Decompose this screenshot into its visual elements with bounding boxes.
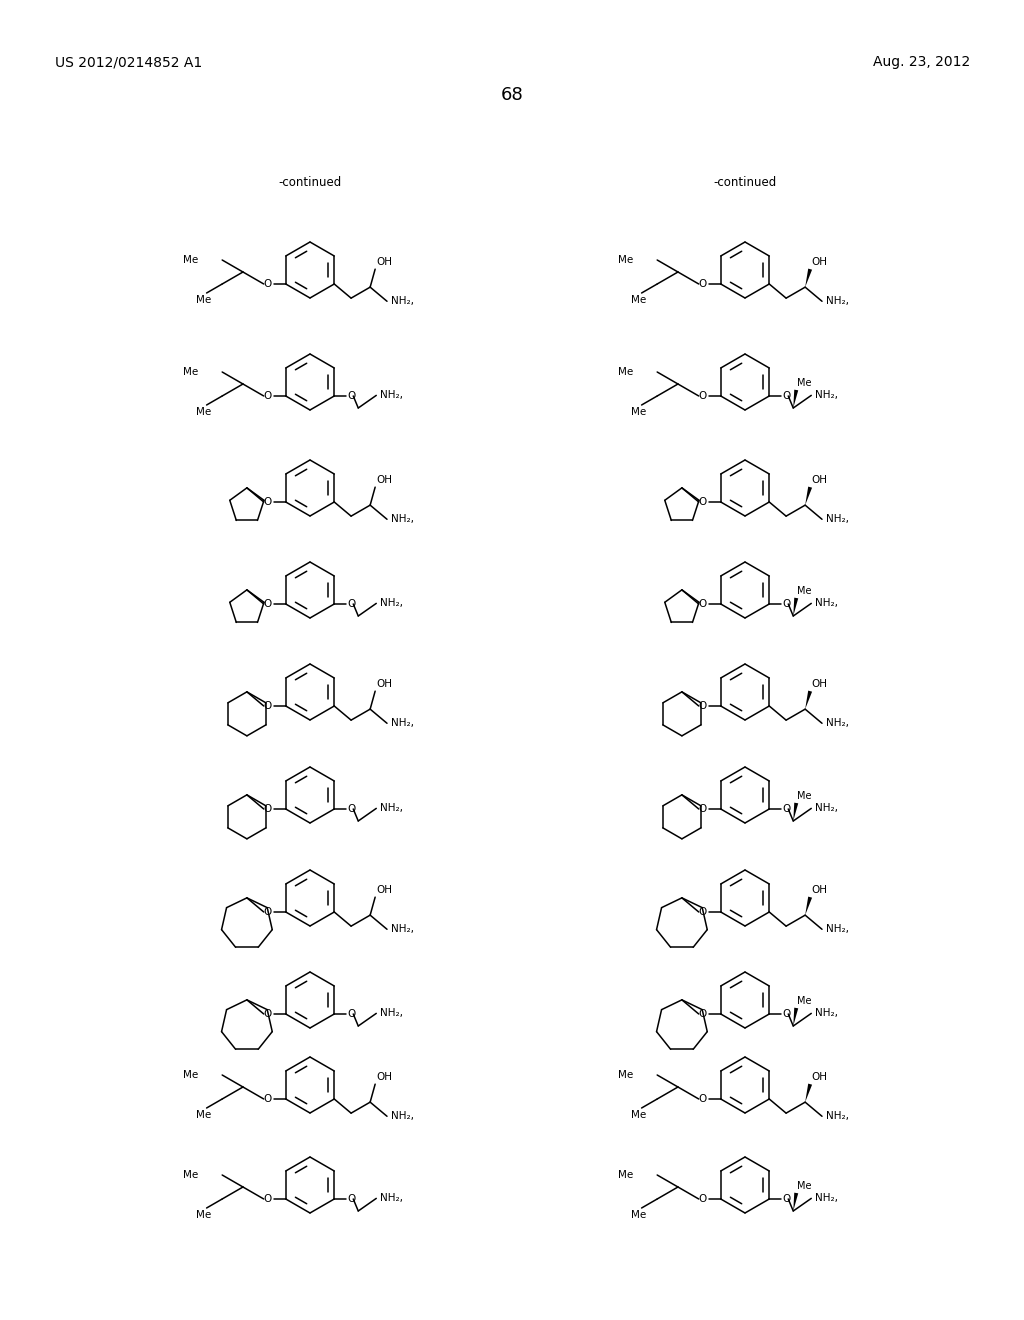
Text: O: O — [698, 498, 707, 507]
Text: O: O — [698, 599, 707, 609]
Text: NH₂,: NH₂, — [391, 296, 414, 306]
Text: OH: OH — [376, 886, 392, 895]
Text: NH₂,: NH₂, — [815, 1193, 839, 1204]
Text: NH₂,: NH₂, — [380, 1008, 403, 1019]
Text: O: O — [263, 1008, 271, 1019]
Text: OH: OH — [376, 475, 392, 486]
Text: Me: Me — [183, 1170, 199, 1180]
Text: Me: Me — [183, 367, 199, 378]
Text: Me: Me — [631, 407, 646, 417]
Text: Me: Me — [798, 586, 812, 597]
Text: O: O — [347, 599, 355, 609]
Text: OH: OH — [376, 257, 392, 267]
Text: Me: Me — [196, 1210, 211, 1220]
Text: O: O — [782, 804, 791, 814]
Text: -continued: -continued — [279, 177, 342, 190]
Polygon shape — [794, 598, 799, 616]
Text: O: O — [347, 1008, 355, 1019]
Text: OH: OH — [811, 1072, 827, 1082]
Text: Me: Me — [183, 1071, 199, 1080]
Text: NH₂,: NH₂, — [380, 598, 403, 609]
Text: Me: Me — [196, 294, 211, 305]
Text: O: O — [263, 804, 271, 814]
Text: O: O — [263, 701, 271, 711]
Text: O: O — [263, 907, 271, 917]
Text: NH₂,: NH₂, — [826, 718, 849, 729]
Text: NH₂,: NH₂, — [815, 391, 839, 400]
Text: Aug. 23, 2012: Aug. 23, 2012 — [872, 55, 970, 69]
Text: O: O — [698, 1094, 707, 1104]
Text: O: O — [698, 1195, 707, 1204]
Text: Me: Me — [196, 1110, 211, 1119]
Text: Me: Me — [617, 367, 633, 378]
Text: NH₂,: NH₂, — [391, 924, 414, 935]
Text: O: O — [698, 1008, 707, 1019]
Text: NH₂,: NH₂, — [826, 1111, 849, 1121]
Text: O: O — [263, 1094, 271, 1104]
Text: Me: Me — [798, 791, 812, 801]
Text: NH₂,: NH₂, — [391, 718, 414, 729]
Text: NH₂,: NH₂, — [380, 804, 403, 813]
Text: NH₂,: NH₂, — [391, 1111, 414, 1121]
Text: O: O — [263, 599, 271, 609]
Polygon shape — [794, 803, 799, 821]
Text: Me: Me — [798, 1181, 812, 1191]
Text: O: O — [782, 599, 791, 609]
Text: Me: Me — [617, 255, 633, 265]
Text: Me: Me — [631, 1110, 646, 1119]
Text: NH₂,: NH₂, — [815, 804, 839, 813]
Text: O: O — [347, 391, 355, 401]
Text: O: O — [782, 391, 791, 401]
Text: O: O — [698, 804, 707, 814]
Text: OH: OH — [811, 257, 827, 267]
Text: O: O — [698, 907, 707, 917]
Text: O: O — [698, 701, 707, 711]
Text: Me: Me — [196, 407, 211, 417]
Text: Me: Me — [631, 1210, 646, 1220]
Text: NH₂,: NH₂, — [826, 296, 849, 306]
Text: O: O — [263, 498, 271, 507]
Text: NH₂,: NH₂, — [815, 1008, 839, 1019]
Text: OH: OH — [811, 475, 827, 486]
Text: O: O — [698, 391, 707, 401]
Text: Me: Me — [798, 997, 812, 1006]
Text: O: O — [347, 804, 355, 814]
Text: O: O — [263, 1195, 271, 1204]
Text: NH₂,: NH₂, — [826, 515, 849, 524]
Text: OH: OH — [376, 680, 392, 689]
Text: NH₂,: NH₂, — [380, 1193, 403, 1204]
Text: -continued: -continued — [714, 177, 776, 190]
Text: NH₂,: NH₂, — [380, 391, 403, 400]
Text: O: O — [782, 1008, 791, 1019]
Polygon shape — [805, 268, 812, 288]
Polygon shape — [805, 1084, 812, 1102]
Text: O: O — [347, 1195, 355, 1204]
Text: Me: Me — [617, 1071, 633, 1080]
Polygon shape — [794, 389, 799, 408]
Polygon shape — [794, 1007, 799, 1026]
Text: OH: OH — [376, 1072, 392, 1082]
Text: NH₂,: NH₂, — [826, 924, 849, 935]
Text: O: O — [698, 279, 707, 289]
Text: Me: Me — [183, 255, 199, 265]
Text: O: O — [263, 279, 271, 289]
Text: NH₂,: NH₂, — [391, 515, 414, 524]
Polygon shape — [805, 896, 812, 915]
Polygon shape — [794, 1193, 799, 1210]
Text: Me: Me — [617, 1170, 633, 1180]
Polygon shape — [805, 690, 812, 709]
Text: OH: OH — [811, 680, 827, 689]
Text: Me: Me — [798, 378, 812, 388]
Text: OH: OH — [811, 886, 827, 895]
Polygon shape — [805, 487, 812, 506]
Text: US 2012/0214852 A1: US 2012/0214852 A1 — [55, 55, 203, 69]
Text: O: O — [782, 1195, 791, 1204]
Text: O: O — [263, 391, 271, 401]
Text: Me: Me — [631, 294, 646, 305]
Text: NH₂,: NH₂, — [815, 598, 839, 609]
Text: 68: 68 — [501, 86, 523, 104]
